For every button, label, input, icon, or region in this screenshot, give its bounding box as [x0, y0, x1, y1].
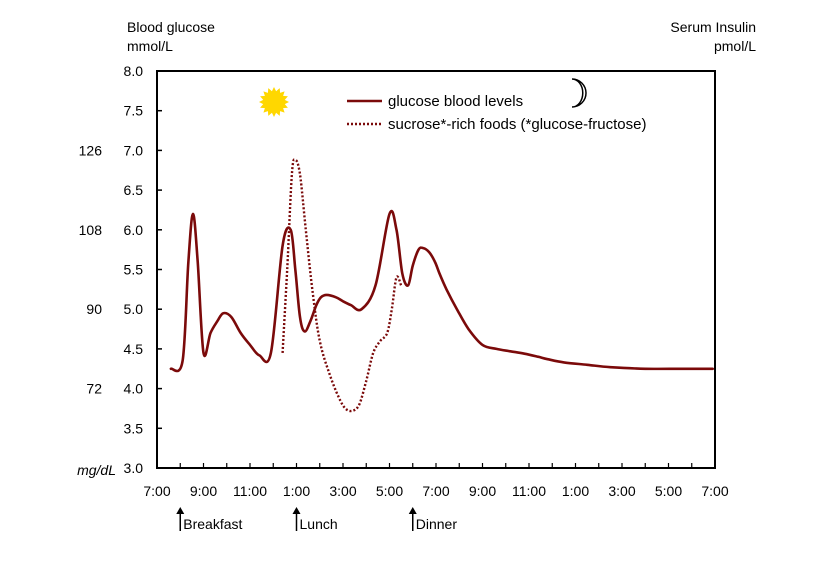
right-axis-title-line1: Serum Insulin	[670, 19, 756, 35]
y-tick-label: 4.5	[124, 341, 144, 357]
y-axis: 3.0 3.5 4.0 4.5 5.0 5.5 6.0 6.5 7.0 7.5 8.0	[124, 63, 162, 476]
meal-label: Dinner	[416, 516, 458, 532]
moon-icon	[571, 78, 587, 108]
mgdl-tick-label: 126	[79, 142, 103, 158]
mgdl-tick-label: 72	[86, 381, 102, 397]
y-tick-label: 3.5	[124, 420, 144, 436]
y-tick-label: 5.5	[124, 262, 144, 278]
x-tick-label: 7:00	[422, 483, 449, 499]
x-tick-label: 7:00	[143, 483, 170, 499]
y-tick-label: 6.5	[124, 182, 144, 198]
meal-arrowhead	[292, 507, 301, 514]
legend: glucose blood levels sucrose*-rich foods…	[347, 93, 646, 133]
meal-markers: Breakfast Lunch Dinner	[176, 507, 457, 532]
mgdl-axis: 72 90 108 126	[79, 142, 103, 396]
legend-label-solid: glucose blood levels	[388, 93, 523, 110]
x-tick-label: 1:00	[283, 483, 310, 499]
right-axis-title-line2: pmol/L	[714, 38, 756, 54]
y-tick-label: 7.5	[124, 103, 144, 119]
x-tick-label: 3:00	[608, 483, 635, 499]
series-line-glucose	[169, 209, 714, 373]
y-tick-label: 8.0	[124, 63, 144, 79]
y-tick-label: 7.0	[124, 142, 144, 158]
x-axis: 7:00 9:00 11:00 1:00 3:00 5:00 7:00 9:00 11:00 1:…	[143, 463, 729, 499]
x-tick-label: 3:00	[329, 483, 356, 499]
y-tick-label: 3.0	[124, 460, 144, 476]
x-tick-label: 5:00	[655, 483, 682, 499]
x-tick-label: 9:00	[469, 483, 496, 499]
meal-label: Breakfast	[183, 516, 242, 532]
series-layer	[169, 158, 714, 413]
x-tick-label: 11:00	[512, 483, 546, 499]
series-line-sucrose	[281, 158, 403, 413]
y-tick-label: 5.0	[124, 301, 144, 317]
left-axis-title-line1: Blood glucose	[127, 19, 215, 35]
x-tick-label: 9:00	[190, 483, 217, 499]
mgdl-tick-label: 90	[86, 301, 102, 317]
mgdl-tick-label: 108	[79, 222, 103, 238]
mgdl-unit-label: mg/dL	[77, 462, 116, 478]
x-tick-label: 1:00	[562, 483, 589, 499]
y-tick-label: 6.0	[124, 222, 144, 238]
x-tick-label: 7:00	[701, 483, 728, 499]
x-tick-label: 11:00	[233, 483, 267, 499]
meal-arrowhead	[408, 507, 417, 514]
legend-label-dotted: sucrose*-rich foods (*glucose-fructose)	[388, 116, 646, 133]
y-tick-label: 4.0	[124, 381, 144, 397]
left-axis-title-line2: mmol/L	[127, 38, 173, 54]
x-tick-label: 5:00	[376, 483, 403, 499]
meal-arrowhead	[176, 507, 185, 514]
sun-icon	[259, 87, 289, 117]
meal-label: Lunch	[300, 516, 338, 532]
